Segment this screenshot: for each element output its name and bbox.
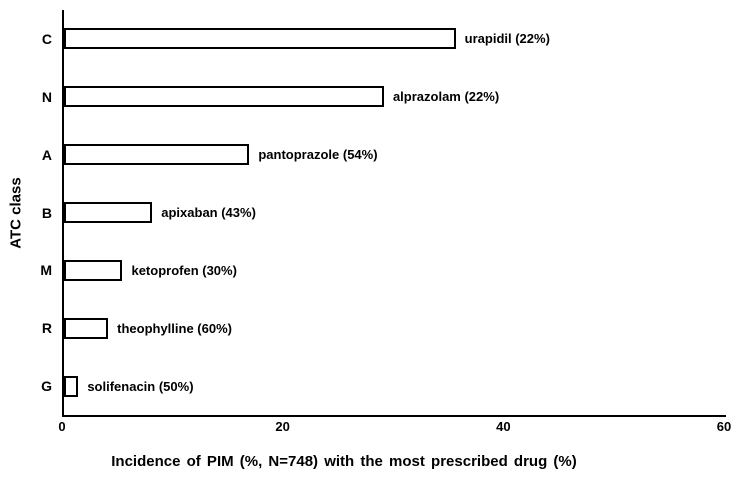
category-label: R: [41, 320, 52, 337]
category-label: B: [41, 204, 52, 221]
bar-label: ketoprofen (30%): [131, 262, 237, 278]
plot-area: C urapidil (22%) N alprazolam (22%) A pa…: [40, 10, 726, 417]
bar-m: [64, 259, 123, 281]
bar-label: apixaban (43%): [161, 205, 256, 220]
category-label: G: [41, 378, 52, 395]
category-label: C: [41, 30, 52, 47]
bar-row: G solifenacin (50%): [41, 357, 726, 415]
bar-label: solifenacin (50%): [87, 378, 194, 394]
bar-n: [64, 86, 384, 108]
bar-r: [64, 317, 109, 339]
bar-row: C urapidil (22%): [42, 10, 726, 68]
bar-c: [64, 28, 456, 50]
y-axis-title: ATC class: [7, 177, 25, 249]
bar-label: theophylline (60%): [117, 320, 232, 336]
x-tick-label: 40: [496, 419, 511, 434]
bar-g: [64, 375, 79, 397]
x-axis-title: Incidence of PIM (%, N=748) with the mos…: [111, 453, 577, 470]
bar-row: B apixaban (43%): [42, 184, 726, 242]
bar-row: A pantoprazole (54%): [42, 126, 726, 184]
bar-label: urapidil (22%): [464, 31, 550, 47]
bar-label: alprazolam (22%): [392, 89, 500, 105]
bar-b: [64, 202, 153, 223]
bar-row: M ketoprofen (30%): [40, 241, 726, 299]
x-axis-ticks: 0 20 40 60: [58, 419, 731, 436]
bar-row: R theophylline (60%): [42, 299, 726, 357]
x-tick-label: 60: [716, 419, 732, 434]
x-tick-label: 20: [275, 419, 290, 434]
bar-a: [64, 144, 250, 166]
bar-label: pantoprazole (54%): [258, 147, 378, 163]
category-label: A: [41, 146, 52, 163]
category-label: N: [41, 88, 52, 105]
x-tick-label: 0: [58, 419, 66, 434]
bar-row: N alprazolam (22%): [42, 68, 726, 126]
category-label: M: [40, 262, 52, 279]
